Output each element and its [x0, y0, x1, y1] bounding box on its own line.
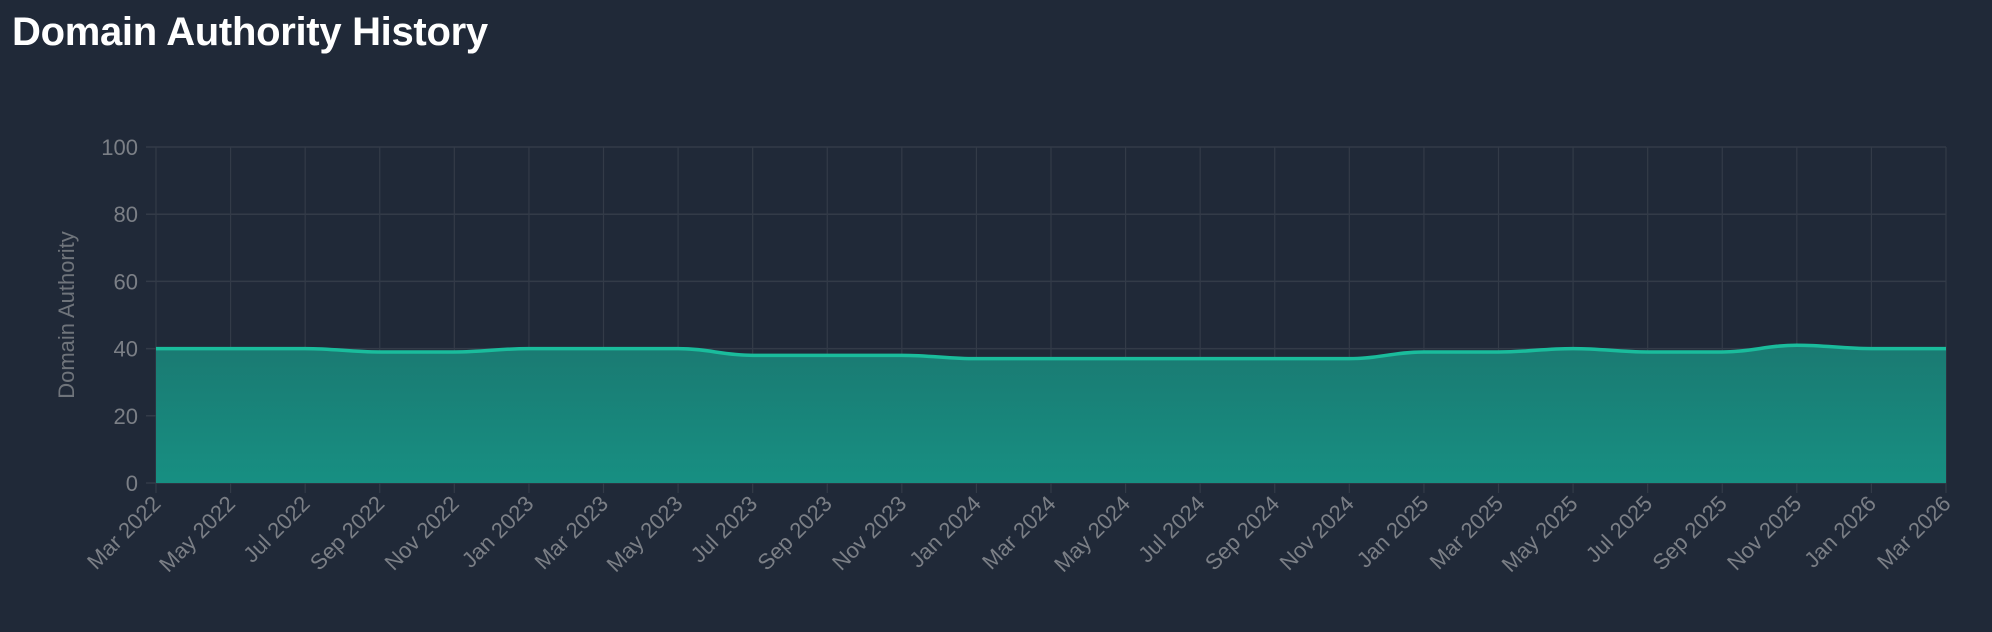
y-axis-title: Domain Authority [54, 231, 79, 399]
x-tick-label: Jan 2024 [904, 491, 986, 573]
y-tick-label: 0 [126, 471, 138, 496]
y-tick-label: 60 [114, 269, 138, 294]
x-tick-label: Jan 2025 [1352, 491, 1434, 573]
x-tick-label: Sep 2025 [1647, 491, 1731, 575]
x-tick-label: Jul 2023 [686, 491, 763, 568]
x-tick-label: May 2023 [602, 491, 688, 577]
x-tick-label: May 2022 [154, 491, 240, 577]
x-tick-label: Jul 2024 [1133, 491, 1210, 568]
area-series [156, 343, 1946, 483]
x-tick-label: Mar 2023 [530, 491, 613, 574]
x-tick-label: Nov 2024 [1275, 491, 1359, 575]
y-tick-label: 20 [114, 404, 138, 429]
x-tick-label: Jul 2025 [1581, 491, 1658, 568]
x-tick-label: Nov 2025 [1722, 491, 1806, 575]
x-tick-label: Jan 2023 [457, 491, 539, 573]
x-tick-label: Nov 2023 [827, 491, 911, 575]
x-tick-label: Jul 2022 [238, 491, 315, 568]
x-tick-label: Mar 2026 [1872, 491, 1955, 574]
x-tick-label: Sep 2022 [305, 491, 389, 575]
y-tick-label: 80 [114, 202, 138, 227]
y-tick-label: 100 [101, 135, 138, 160]
x-tick-label: Sep 2023 [752, 491, 836, 575]
x-tick-label: Jan 2026 [1799, 491, 1881, 573]
x-tick-label: Sep 2024 [1200, 491, 1284, 575]
x-tick-label: Mar 2022 [82, 491, 165, 574]
area-fill [156, 345, 1946, 483]
x-tick-label: Mar 2025 [1425, 491, 1508, 574]
x-tick-label: May 2025 [1497, 491, 1583, 577]
page-title: Domain Authority History [12, 10, 488, 54]
x-tick-label: Mar 2024 [977, 491, 1060, 574]
x-tick-label: May 2024 [1049, 491, 1135, 577]
y-tick-label: 40 [114, 337, 138, 362]
y-axis: 0 20 40 60 80 100 [101, 135, 138, 496]
x-tick-label: Nov 2022 [380, 491, 464, 575]
series-line [156, 343, 1946, 361]
